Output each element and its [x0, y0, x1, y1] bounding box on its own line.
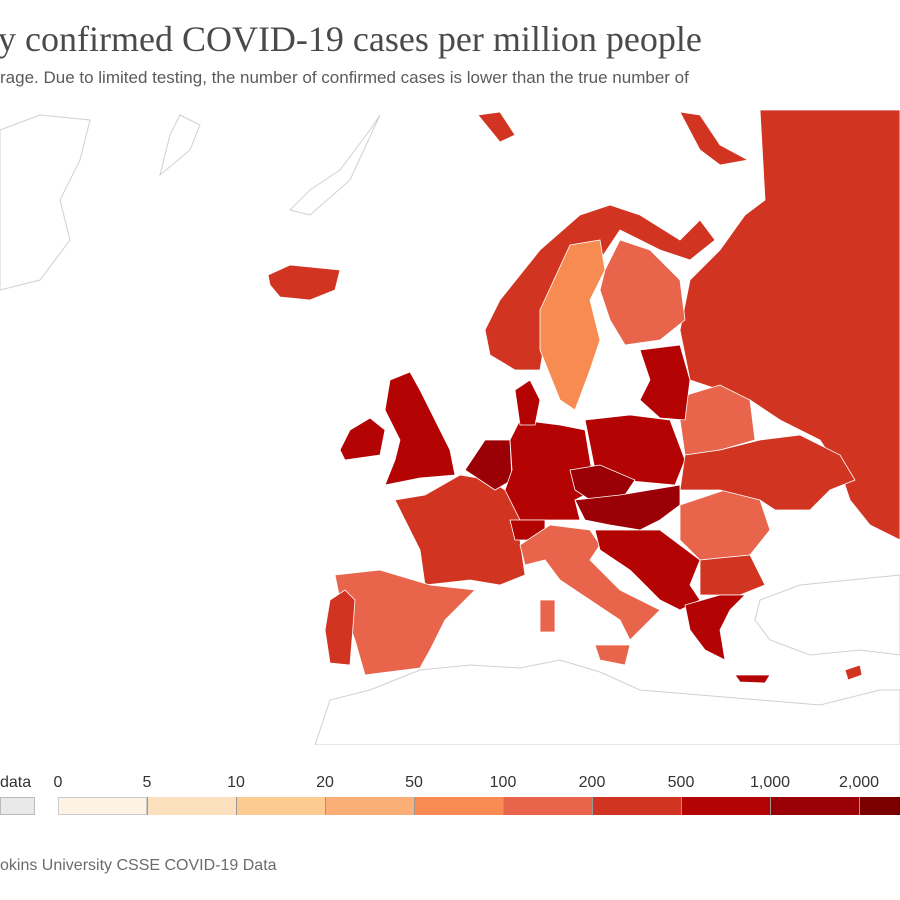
country-spain[interactable]: [334, 569, 476, 676]
country-sardinia[interactable]: [539, 599, 556, 633]
legend-bin[interactable]: [147, 797, 236, 815]
legend-bin[interactable]: [859, 797, 900, 815]
country-ukraine[interactable]: [679, 434, 856, 511]
country-balkans[interactable]: [594, 529, 701, 611]
legend-no-data-label: data: [0, 774, 32, 791]
country-italy[interactable]: [519, 524, 661, 641]
legend-bin[interactable]: [681, 797, 770, 815]
no-data-regions: [0, 114, 900, 745]
legend-tick-label: 100: [489, 774, 517, 791]
country-uk[interactable]: [384, 371, 456, 486]
country-russia[interactable]: [679, 110, 900, 541]
legend-tick-label: 1,000: [749, 774, 791, 791]
turkey-outline: [754, 574, 900, 656]
country-sweden[interactable]: [539, 239, 606, 411]
country-france[interactable]: [394, 474, 526, 586]
legend-tick-label: 10: [227, 774, 245, 791]
legend-tick-label: 500: [667, 774, 695, 791]
legend-tick-label: 200: [578, 774, 606, 791]
legend-bin[interactable]: [592, 797, 681, 815]
legend-bin[interactable]: [58, 797, 147, 815]
legend-tick-label: 20: [316, 774, 334, 791]
country-baltics[interactable]: [639, 344, 691, 421]
country-portugal[interactable]: [324, 589, 356, 666]
arctic-islands-outline: [159, 114, 381, 216]
chart-title: y confirmed COVID-19 cases per million p…: [0, 19, 702, 59]
legend-bin[interactable]: [325, 797, 414, 815]
country-novaya-zemlya[interactable]: [679, 111, 750, 166]
country-cyprus[interactable]: [844, 664, 863, 681]
country-austria-hungary[interactable]: [574, 484, 681, 531]
country-romania[interactable]: [679, 489, 771, 561]
greenland-outline: [0, 114, 91, 291]
legend-tick-label: 0: [53, 774, 63, 791]
legend-tick-label: 2,000: [838, 774, 880, 791]
source-note: okins University CSSE COVID-19 Data: [0, 857, 277, 874]
legend-bin[interactable]: [503, 797, 592, 815]
north-africa-outline: [314, 659, 900, 745]
country-belarus[interactable]: [669, 384, 756, 456]
country-ireland[interactable]: [339, 417, 386, 461]
country-denmark[interactable]: [514, 379, 541, 426]
country-svalbard[interactable]: [477, 111, 516, 143]
choropleth-map: [0, 110, 900, 745]
legend-bin[interactable]: [236, 797, 325, 815]
legend-bin[interactable]: [770, 797, 859, 815]
country-finland[interactable]: [599, 239, 686, 346]
legend-bin[interactable]: [414, 797, 503, 815]
country-crete[interactable]: [734, 674, 771, 684]
chart-subtitle: rage. Due to limited testing, the number…: [0, 68, 689, 87]
legend-tick-label: 5: [142, 774, 152, 791]
country-greece[interactable]: [684, 594, 746, 661]
country-sicily[interactable]: [594, 644, 631, 666]
legend-no-data-swatch: [0, 797, 35, 815]
country-iceland[interactable]: [267, 264, 341, 301]
legend-tick-label: 50: [405, 774, 423, 791]
country-bulgaria[interactable]: [699, 554, 766, 596]
